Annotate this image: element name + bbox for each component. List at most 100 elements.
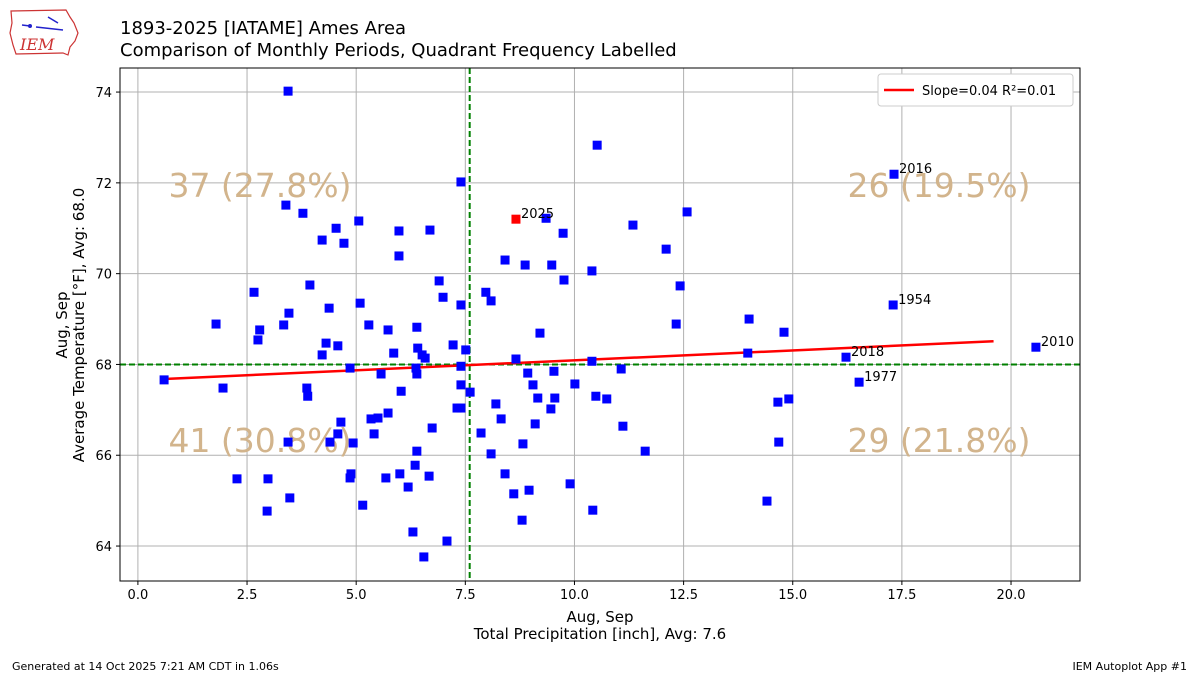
data-point: [427, 423, 437, 433]
data-point: [284, 308, 294, 318]
data-point: [762, 496, 772, 506]
data-point: [321, 338, 331, 348]
chart-subtitle: Comparison of Monthly Periods, Quadrant …: [120, 40, 677, 61]
generated-timestamp: Generated at 14 Oct 2025 7:21 AM CDT in …: [12, 660, 279, 673]
data-point: [354, 216, 364, 226]
data-point: [262, 506, 272, 516]
data-point: [448, 340, 458, 350]
data-point: [159, 375, 169, 385]
data-point: [317, 350, 327, 360]
data-point: [456, 177, 466, 187]
highlight-point-2025: [511, 214, 521, 224]
data-point: [465, 387, 475, 397]
data-point: [325, 437, 335, 447]
data-point: [587, 266, 597, 276]
data-point: [558, 228, 568, 238]
data-point: [383, 408, 393, 418]
data-point: [591, 391, 601, 401]
data-point: [331, 223, 341, 233]
quadrant-label-bottom-left: 41 (30.8%): [168, 421, 351, 460]
quadrant-label-bottom-right: 29 (21.8%): [847, 421, 1030, 460]
y-tick-label: 74: [95, 86, 112, 101]
data-point: [339, 238, 349, 248]
data-point: [570, 379, 580, 389]
data-point: [524, 485, 534, 495]
data-point: [456, 300, 466, 310]
year-label: 2010: [1041, 335, 1074, 350]
data-point: [592, 140, 602, 150]
data-point: [528, 380, 538, 390]
data-point: [587, 356, 597, 366]
data-point: [403, 482, 413, 492]
x-tick-label: 15.0: [778, 588, 807, 603]
data-point: [456, 380, 466, 390]
data-point: [500, 255, 510, 265]
data-point: [410, 460, 420, 470]
data-point: [366, 414, 376, 424]
data-point: [616, 364, 626, 374]
data-point: [355, 298, 365, 308]
data-point: [682, 207, 692, 217]
data-point: [1031, 342, 1041, 352]
data-point: [317, 235, 327, 245]
data-point: [486, 296, 496, 306]
data-point: [283, 86, 293, 96]
data-point: [369, 429, 379, 439]
highlight-point-label: 2025: [521, 207, 554, 222]
data-point: [486, 449, 496, 459]
data-point: [381, 473, 391, 483]
quadrant-label-top-right: 26 (19.5%): [847, 166, 1030, 205]
data-point: [376, 369, 386, 379]
data-point: [408, 527, 418, 537]
regression-line: [164, 340, 994, 381]
data-point: [588, 505, 598, 515]
data-point: [232, 474, 242, 484]
data-point: [500, 469, 510, 479]
data-point: [438, 292, 448, 302]
data-point: [396, 386, 406, 396]
data-point: [618, 421, 628, 431]
year-label: 1954: [898, 293, 931, 308]
data-point: [888, 300, 898, 310]
data-point: [496, 414, 506, 424]
data-point: [565, 479, 575, 489]
data-point: [394, 226, 404, 236]
data-point: [520, 260, 530, 270]
data-point: [523, 368, 533, 378]
data-point: [546, 404, 556, 414]
y-tick-label: 64: [95, 540, 112, 555]
y-axis-label-line2: Average Temperature [°F], Avg: 68.0: [70, 188, 88, 463]
x-tick-label: 10.0: [560, 588, 589, 603]
data-point: [373, 413, 383, 423]
data-point: [412, 322, 422, 332]
legend: Slope=0.04 R²=0.01: [877, 73, 1074, 107]
x-axis-label-line1: Aug, Sep: [566, 608, 633, 626]
data-point: [533, 393, 543, 403]
data-point: [394, 251, 404, 261]
data-point: [541, 213, 551, 223]
data-point: [509, 489, 519, 499]
data-point: [412, 446, 422, 456]
data-point: [434, 276, 444, 286]
data-point: [518, 439, 528, 449]
data-point: [346, 469, 356, 479]
data-point: [305, 280, 315, 290]
data-point: [481, 287, 491, 297]
data-point: [547, 260, 557, 270]
data-point: [218, 383, 228, 393]
data-point: [628, 220, 638, 230]
data-point: [395, 469, 405, 479]
data-point: [303, 391, 313, 401]
year-label: 1977: [864, 370, 897, 385]
x-tick-label: 12.5: [669, 588, 698, 603]
data-point: [358, 500, 368, 510]
data-point: [279, 320, 289, 330]
data-point: [411, 363, 421, 373]
data-point: [675, 281, 685, 291]
data-point: [442, 536, 452, 546]
data-point: [348, 438, 358, 448]
data-point: [671, 319, 681, 329]
data-point: [324, 303, 334, 313]
data-point: [779, 327, 789, 337]
